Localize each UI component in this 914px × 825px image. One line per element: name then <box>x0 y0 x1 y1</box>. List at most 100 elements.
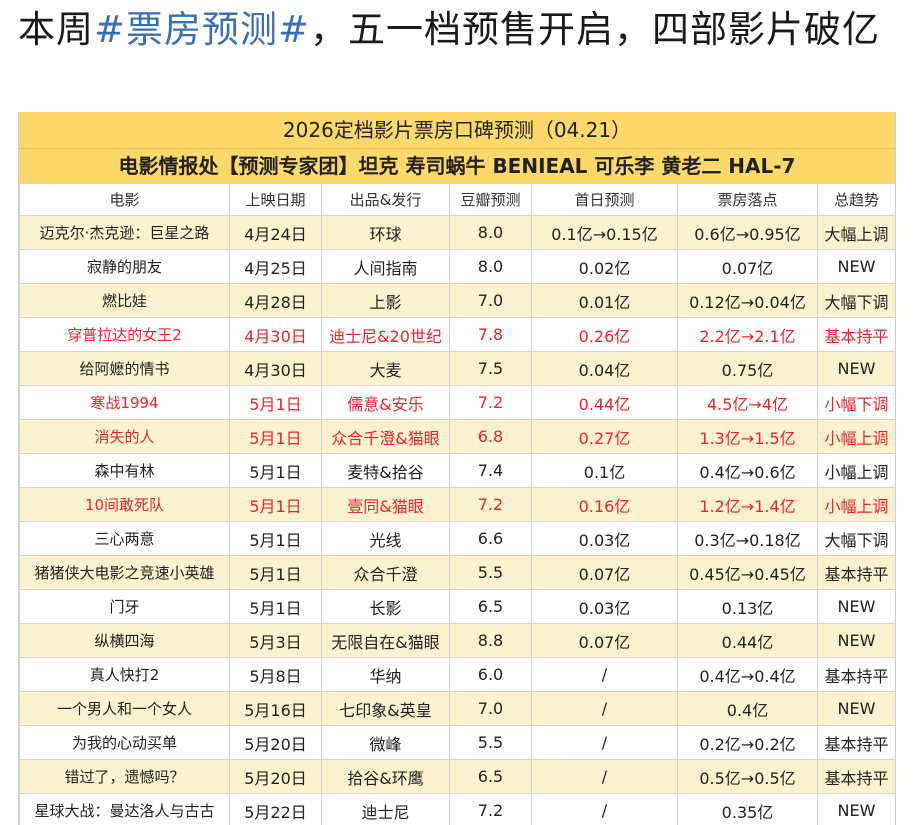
cell-trend: NEW <box>817 793 895 825</box>
cell-box-office: 2.2亿→2.1亿 <box>677 317 818 352</box>
cell-date: 5月3日 <box>229 623 322 658</box>
cell-first-day: 0.1亿→0.15亿 <box>531 215 678 250</box>
table-row: 错过了，遗憾吗？ 5月20日 拾谷&环鹰 6.5/0.5亿→0.5亿 基本持平 <box>19 759 895 794</box>
cell-first-day: 0.44亿 <box>531 385 678 420</box>
table-row: 真人快打2 5月8日 华纳 6.0/0.4亿→0.4亿 基本持平 <box>19 657 895 692</box>
cell-movie: 迈克尔·杰克逊：巨星之路 <box>19 215 230 250</box>
cell-box-office: 4.5亿→4亿 <box>677 385 818 420</box>
cell-first-day: 0.27亿 <box>531 419 678 454</box>
cell-studio: 大麦 <box>321 351 450 386</box>
cell-movie: 寂静的朋友 <box>19 249 230 284</box>
cell-studio: 众合千澄&猫眼 <box>321 419 450 454</box>
cell-trend: 大幅下调 <box>817 521 895 556</box>
cell-trend: NEW <box>817 691 895 726</box>
table-row: 三心两意 5月1日 光线 6.6 0.03亿 0.3亿→0.18亿 大幅下调 <box>19 521 895 556</box>
cell-date: 5月22日 <box>229 793 322 825</box>
cell-trend: 基本持平 <box>817 555 895 590</box>
cell-box-office: 0.75亿 <box>677 351 818 386</box>
cell-trend: NEW <box>817 623 895 658</box>
hashtag-link[interactable]: #票房预测# <box>94 8 311 51</box>
cell-studio: 拾谷&环鹰 <box>321 759 450 794</box>
cell-studio: 人间指南 <box>321 249 450 284</box>
cell-studio: 迪士尼&20世纪 <box>321 317 450 352</box>
table-row: 纵横四海 5月3日 无限自在&猫眼 8.8 0.07亿 0.44亿 NEW <box>19 623 895 658</box>
cell-douban: 6.6 <box>449 521 532 556</box>
cell-studio: 七印象&英皇 <box>321 691 450 726</box>
col-header-studio: 出品&发行 <box>321 183 450 216</box>
cell-trend: 小幅下调 <box>817 385 895 420</box>
table-row: 森中有林 5月1日 麦特&拾谷 7.4 0.1亿 0.4亿→0.6亿 小幅上调 <box>19 453 895 488</box>
cell-studio: 众合千澄 <box>321 555 450 590</box>
table-row: 穿普拉达的女王2 4月30日 迪士尼&20世纪 7.8 0.26亿 2.2亿→2.1亿 基本… <box>19 317 895 352</box>
cell-movie: 猪猪侠大电影之竞速小英雄 <box>19 555 230 590</box>
cell-first-day: 0.01亿 <box>531 283 678 318</box>
cell-studio: 儒意&安乐 <box>321 385 450 420</box>
cell-studio: 麦特&拾谷 <box>321 453 450 488</box>
title-prefix: 本周 <box>18 8 94 51</box>
table-row: 消失的人 5月1日 众合千澄&猫眼 6.8 0.27亿 1.3亿→1.5亿 小幅上调 <box>19 419 895 454</box>
table-row: 10间敢死队 5月1日 壹同&猫眼 7.2 0.16亿 1.2亿→1.4亿 小幅上调 <box>19 487 895 522</box>
cell-movie: 真人快打2 <box>19 657 230 692</box>
cell-movie: 门牙 <box>19 589 230 624</box>
cell-trend: 基本持平 <box>817 725 895 760</box>
table-row: 一个男人和一个女人 5月16日 七印象&英皇 7.0/0.4亿 NEW <box>19 691 895 726</box>
cell-date: 5月16日 <box>229 691 322 726</box>
cell-studio: 微峰 <box>321 725 450 760</box>
cell-box-office: 0.07亿 <box>677 249 818 284</box>
cell-box-office: 0.4亿→0.6亿 <box>677 453 818 488</box>
cell-box-office: 1.2亿→1.4亿 <box>677 487 818 522</box>
table-row: 为我的心动买单 5月20日 微峰 5.5/0.2亿→0.2亿 基本持平 <box>19 725 895 760</box>
table-row: 寂静的朋友 4月25日 人间指南 8.0 0.02亿 0.07亿 NEW <box>19 249 895 284</box>
table-row: 猪猪侠大电影之竞速小英雄 5月1日 众合千澄 5.5 0.07亿 0.45亿→0.45亿基… <box>19 555 895 590</box>
cell-trend: 基本持平 <box>817 317 895 352</box>
cell-movie: 给阿嬷的情书 <box>19 351 230 386</box>
cell-trend: NEW <box>817 249 895 284</box>
cell-douban: 7.0 <box>449 283 532 318</box>
cell-date: 4月24日 <box>229 215 322 250</box>
cell-douban: 7.8 <box>449 317 532 352</box>
cell-trend: 小幅上调 <box>817 419 895 454</box>
cell-trend: NEW <box>817 589 895 624</box>
col-header-movie: 电影 <box>19 183 230 216</box>
cell-first-day: 0.02亿 <box>531 249 678 284</box>
cell-box-office: 0.4亿 <box>677 691 818 726</box>
table-row: 寒战1994 5月1日 儒意&安乐 7.2 0.44亿 4.5亿→4亿 小幅下调 <box>19 385 895 420</box>
col-header-date: 上映日期 <box>229 183 322 216</box>
cell-douban: 8.0 <box>449 249 532 284</box>
cell-trend: 基本持平 <box>817 657 895 692</box>
cell-studio: 环球 <box>321 215 450 250</box>
cell-box-office: 0.44亿 <box>677 623 818 658</box>
cell-studio: 长影 <box>321 589 450 624</box>
cell-movie: 森中有林 <box>19 453 230 488</box>
cell-douban: 5.5 <box>449 725 532 760</box>
cell-box-office: 0.13亿 <box>677 589 818 624</box>
cell-first-day: 0.04亿 <box>531 351 678 386</box>
cell-trend: 小幅上调 <box>817 453 895 488</box>
cell-movie: 星球大战：曼达洛人与古古 <box>19 793 230 825</box>
cell-studio: 迪士尼 <box>321 793 450 825</box>
cell-trend: 小幅上调 <box>817 487 895 522</box>
cell-date: 5月20日 <box>229 725 322 760</box>
forecast-table: 电影 上映日期 出品&发行 豆瓣预测 首日预测 票房落点 总趋势 迈克尔·杰克逊… <box>19 183 895 825</box>
cell-date: 4月30日 <box>229 351 322 386</box>
cell-trend: 基本持平 <box>817 759 895 794</box>
cell-movie: 10间敢死队 <box>19 487 230 522</box>
cell-date: 5月20日 <box>229 759 322 794</box>
cell-movie: 纵横四海 <box>19 623 230 658</box>
cell-douban: 7.5 <box>449 351 532 386</box>
col-header-trend: 总趋势 <box>817 183 895 216</box>
table-body: 迈克尔·杰克逊：巨星之路 4月24日 环球 8.0 0.1亿→0.15亿 0.6亿→0.9… <box>19 215 895 825</box>
cell-box-office: 0.6亿→0.95亿 <box>677 215 818 250</box>
cell-date: 5月1日 <box>229 385 322 420</box>
cell-studio: 光线 <box>321 521 450 556</box>
cell-studio: 上影 <box>321 283 450 318</box>
table-subtitle: 电影情报处【预测专家团】坦克 寿司蜗牛 BENIEAL 可乐李 黄老二 HAL-… <box>19 149 895 183</box>
cell-movie: 寒战1994 <box>19 385 230 420</box>
col-header-douban: 豆瓣预测 <box>449 183 532 216</box>
cell-box-office: 0.2亿→0.2亿 <box>677 725 818 760</box>
cell-date: 5月8日 <box>229 657 322 692</box>
cell-date: 4月30日 <box>229 317 322 352</box>
cell-first-day: 0.07亿 <box>531 555 678 590</box>
cell-date: 5月1日 <box>229 419 322 454</box>
cell-douban: 8.0 <box>449 215 532 250</box>
